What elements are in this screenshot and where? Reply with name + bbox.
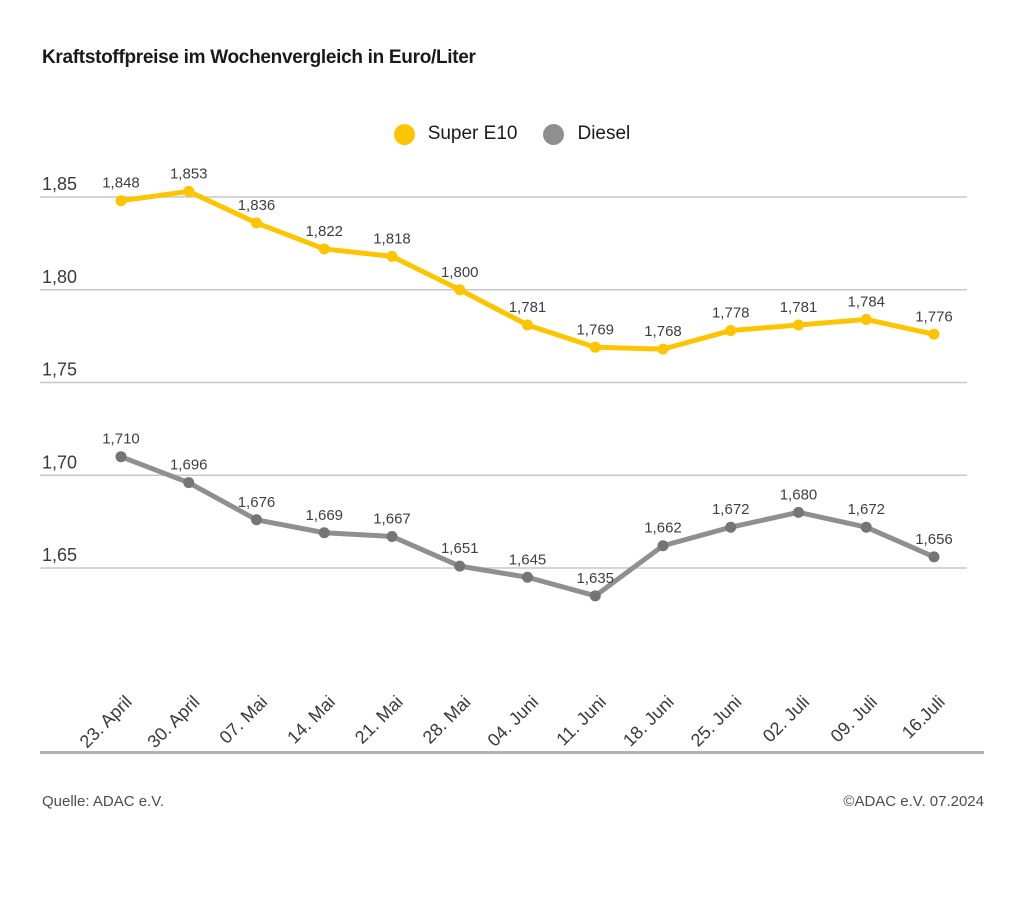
footer-divider <box>40 751 984 754</box>
diesel-data-point <box>725 521 737 533</box>
super-e10-value-label: 1,778 <box>712 305 750 322</box>
diesel-legend-dot-icon <box>543 123 565 145</box>
diesel-data-point <box>454 560 466 572</box>
diesel-data-point <box>522 571 533 583</box>
super-e10-data-point <box>928 328 940 340</box>
super-e10-value-label: 1,781 <box>509 299 547 316</box>
diesel-data-point <box>793 506 804 518</box>
super-e10-value-label: 1,769 <box>576 321 614 338</box>
x-axis-tick-label: 09. Juli <box>827 692 881 746</box>
super-e10-data-point <box>589 341 601 353</box>
super-e10-value-label: 1,768 <box>644 323 682 340</box>
super-e10-value-label: 1,781 <box>780 299 818 316</box>
x-axis-tick-label: 14. Mai <box>283 692 339 748</box>
x-axis-tick-label: 30. April <box>143 692 203 752</box>
super-e10-data-point <box>251 217 262 229</box>
x-axis-tick-label: 23. April <box>76 692 136 752</box>
super-e10-legend-label: Super E10 <box>427 123 518 144</box>
diesel-value-label: 1,676 <box>238 494 276 511</box>
super-e10-value-label: 1,848 <box>102 175 140 192</box>
diesel-data-point <box>386 530 398 542</box>
diesel-data-point <box>251 514 262 526</box>
super-e10-value-label: 1,853 <box>170 165 208 182</box>
diesel-value-label: 1,656 <box>915 531 953 548</box>
legend-item-diesel: Diesel <box>543 123 630 145</box>
legend-item-super-e10: Super E10 <box>393 123 518 145</box>
super-e10-data-point <box>725 325 737 337</box>
x-axis-tick-label: 11. Juni <box>552 692 610 750</box>
x-axis-tick-label: 18. Juni <box>619 692 678 751</box>
fuel-price-line-chart: 1,85 1,80 1,75 1,70 1,65 23. April 30. April 07… <box>40 165 967 752</box>
x-axis-tick-label: 07. Mai <box>215 692 271 748</box>
super-e10-data-point <box>522 319 533 331</box>
diesel-value-label: 1,635 <box>576 570 614 587</box>
chart-legend: Super E10 Diesel <box>0 123 1024 145</box>
y-axis-tick-label: 1,85 <box>42 174 77 194</box>
super-e10-data-point <box>115 195 127 207</box>
super-e10-value-label: 1,818 <box>373 230 411 247</box>
x-axis-tick-label: 04. Juni <box>484 692 543 751</box>
super-e10-value-label: 1,836 <box>238 197 276 214</box>
chart-title: Kraftstoffpreise im Wochenvergleich in E… <box>42 47 476 68</box>
diesel-data-point <box>115 451 127 463</box>
x-axis-tick-label: 21. Mai <box>351 692 407 748</box>
diesel-value-label: 1,651 <box>441 540 479 557</box>
diesel-legend-label: Diesel <box>577 123 631 144</box>
x-axis-tick-label: 02. Juli <box>759 692 813 746</box>
super-e10-data-point <box>793 319 804 331</box>
x-axis-tick-label: 16.Juli <box>898 692 949 743</box>
diesel-value-label: 1,669 <box>305 507 343 524</box>
diesel-value-label: 1,672 <box>847 501 885 518</box>
y-axis-tick-label: 1,75 <box>42 360 77 380</box>
super-e10-data-point <box>386 250 398 262</box>
diesel-value-label: 1,680 <box>780 486 818 503</box>
diesel-value-label: 1,645 <box>509 551 547 568</box>
source-credit: Quelle: ADAC e.V. <box>42 793 165 810</box>
x-axis-tick-label: 28. Mai <box>419 692 475 748</box>
diesel-value-label: 1,710 <box>102 431 140 448</box>
diesel-data-point <box>183 477 195 489</box>
diesel-value-label: 1,672 <box>712 501 750 518</box>
super-e10-value-label: 1,776 <box>915 308 953 325</box>
super-e10-value-label: 1,822 <box>305 223 343 240</box>
super-e10-value-label: 1,800 <box>441 264 479 281</box>
super-e10-value-label: 1,784 <box>847 293 885 310</box>
diesel-data-point <box>928 551 940 563</box>
super-e10-data-point <box>454 284 466 296</box>
x-axis-tick-label: 25. Juni <box>687 692 746 751</box>
y-axis-tick-label: 1,70 <box>42 452 77 472</box>
diesel-value-label: 1,667 <box>373 510 411 527</box>
diesel-data-point <box>860 521 872 533</box>
diesel-value-label: 1,662 <box>644 520 682 537</box>
super-e10-data-point <box>183 185 195 197</box>
copyright-notice: ©ADAC e.V. 07.2024 <box>843 793 984 810</box>
diesel-data-point <box>318 527 330 539</box>
super-e10-data-point <box>860 313 872 325</box>
diesel-data-point <box>589 590 601 602</box>
y-axis-tick-label: 1,80 <box>42 267 77 287</box>
super-e10-legend-dot-icon <box>393 123 415 145</box>
diesel-data-point <box>657 540 669 552</box>
super-e10-data-point <box>657 343 669 355</box>
y-axis-tick-label: 1,65 <box>42 545 77 565</box>
diesel-value-label: 1,696 <box>170 457 208 474</box>
super-e10-data-point <box>318 243 330 255</box>
